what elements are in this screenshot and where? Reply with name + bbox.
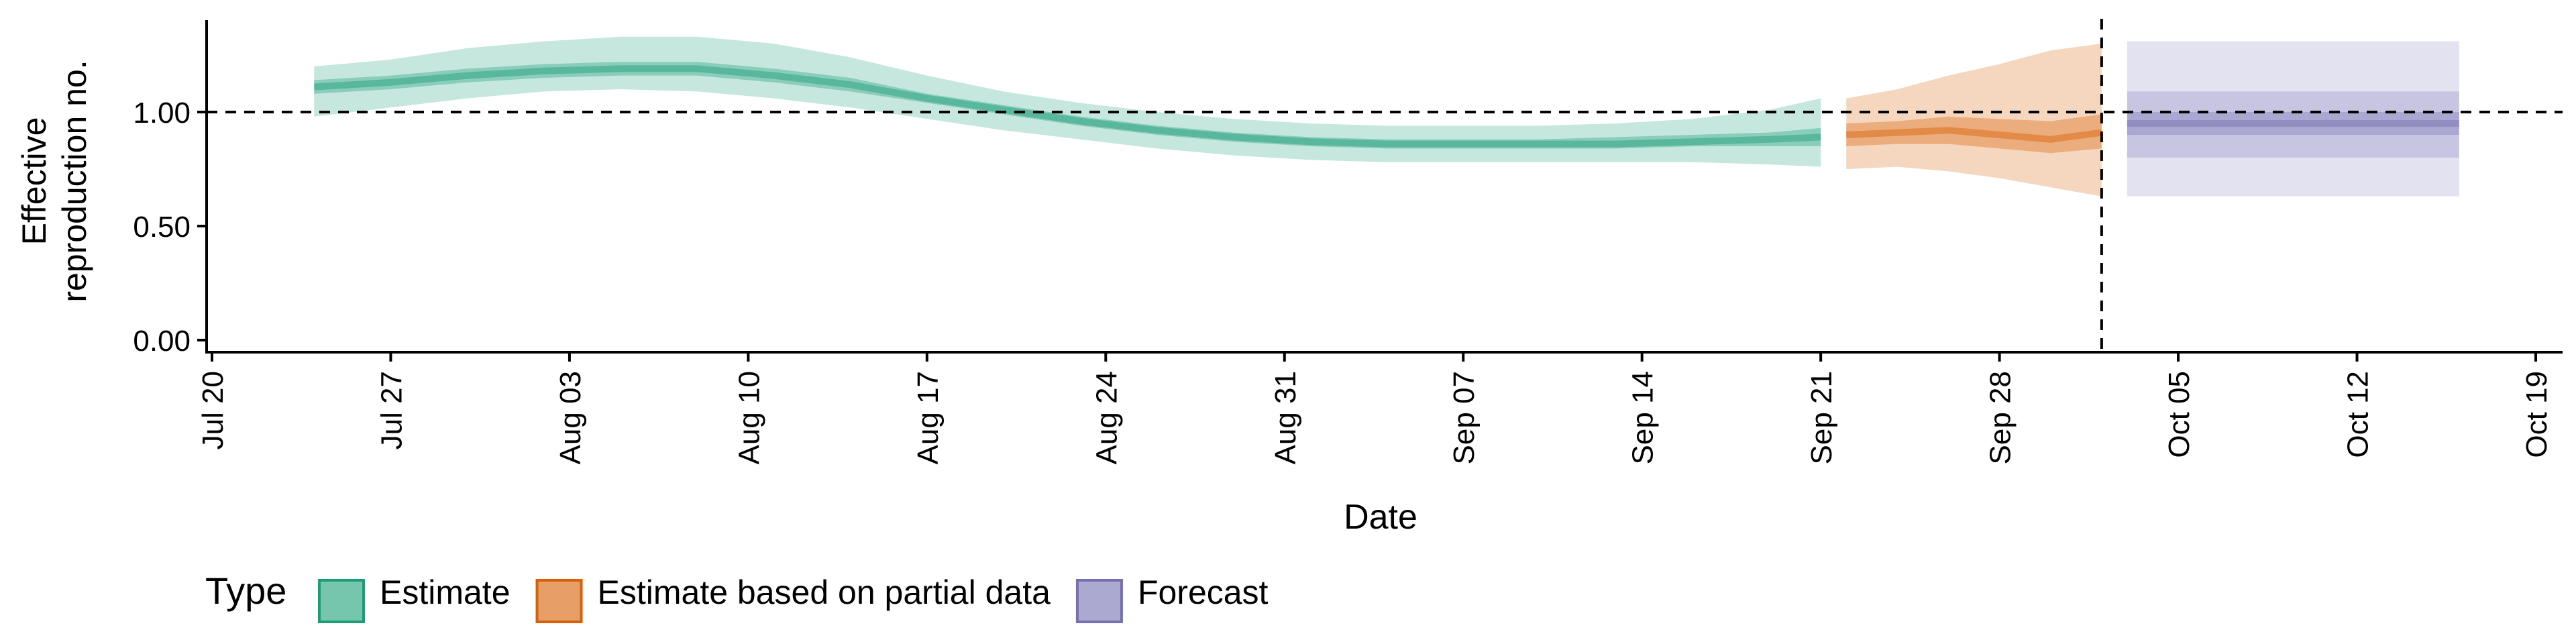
x-tick-label: Aug 17 — [912, 371, 945, 464]
legend-swatch — [318, 579, 365, 623]
y-axis-label-line-2: reproduction no. — [56, 60, 93, 302]
series-0-band-50 — [314, 62, 1821, 149]
x-tick-label: Oct 05 — [2163, 371, 2196, 458]
x-tick-label: Aug 10 — [733, 371, 765, 464]
legend-item-0: Estimate — [318, 574, 511, 623]
x-tick-label: Sep 14 — [1627, 371, 1660, 464]
legend-label: Estimate — [380, 574, 511, 611]
series-1-group — [1845, 44, 2102, 197]
x-tick-label: Aug 03 — [554, 371, 587, 464]
x-tick-label: Oct 12 — [2342, 371, 2375, 458]
x-tick-label: Jul 20 — [197, 371, 229, 449]
legend-swatch — [535, 579, 583, 623]
y-tick-label: 0.00 — [133, 325, 191, 358]
y-tick-label: 1.00 — [133, 97, 191, 129]
x-tick-label: Jul 27 — [375, 371, 408, 449]
series-2-band-90 — [2127, 41, 2459, 197]
legend-title: Type — [205, 570, 286, 612]
y-axis-label-line-1: Effective — [15, 117, 53, 246]
x-tick-label: Aug 24 — [1090, 371, 1123, 464]
legend-label: Estimate based on partial data — [598, 574, 1051, 611]
x-tick-label: Aug 31 — [1269, 371, 1302, 464]
y-tick-label: 0.50 — [133, 211, 191, 244]
legend-label: Forecast — [1138, 574, 1269, 611]
series-2-band-inner — [2127, 91, 2459, 158]
x-tick-label: Sep 28 — [1984, 371, 2017, 464]
series-0-median — [314, 65, 1821, 148]
series-0-group — [314, 36, 1821, 167]
series-1-band-90 — [1846, 44, 2102, 197]
series-2-group — [2127, 41, 2459, 197]
y-axis-label: Effective reproduction no. — [15, 60, 93, 302]
legend: Type Estimate Estimate based on partial d… — [205, 570, 1269, 623]
series-2-band-50 — [2127, 112, 2459, 135]
axes: 0.00 0.50 1.00 Jul 20 Jul 27 Aug 03 Aug 10 Aug … — [133, 20, 2563, 464]
x-tick-label: Sep 07 — [1448, 371, 1481, 464]
interval-bands — [314, 36, 2459, 197]
legend-item-2: Forecast — [1075, 574, 1269, 623]
series-1-median — [1845, 127, 2102, 143]
legend-swatch — [1075, 579, 1123, 623]
x-tick-label: Oct 19 — [2520, 371, 2553, 458]
reference-lines — [207, 19, 2563, 352]
legend-item-1: Estimate based on partial data — [535, 574, 1051, 623]
series-0-band-90 — [314, 36, 1821, 167]
x-axis-label: Date — [1344, 498, 1417, 537]
x-tick-label: Sep 21 — [1805, 371, 1838, 464]
series-1-band-50 — [1846, 114, 2102, 154]
